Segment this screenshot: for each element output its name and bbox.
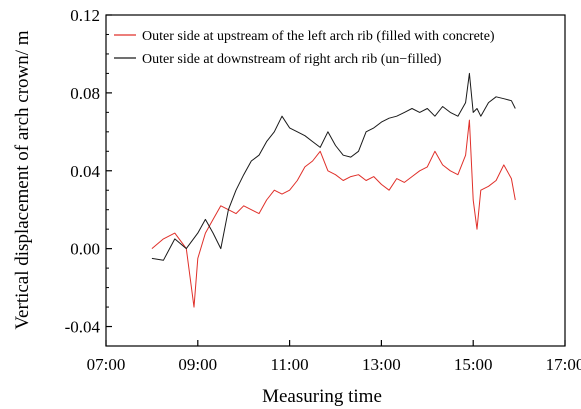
x-axis-label: Measuring time — [262, 386, 382, 407]
x-tick-label: 11:00 — [271, 355, 309, 374]
y-tick-label: 0.08 — [70, 84, 100, 103]
series-line-1 — [152, 120, 515, 307]
legend-label-1: Outer side at upstream of the left arch … — [142, 29, 495, 44]
series-group — [152, 73, 515, 307]
y-tick-label: 0.00 — [70, 240, 100, 259]
y-axis-label: Vertical displacement of arch crown/ m — [12, 30, 33, 329]
y-tick-label: 0.04 — [70, 162, 100, 181]
x-tick-label: 17:00 — [546, 355, 581, 374]
legend: Outer side at upstream of the left arch … — [114, 29, 495, 67]
x-tick-label: 15:00 — [454, 355, 493, 374]
x-tick-label: 13:00 — [362, 355, 401, 374]
y-tick-label: 0.12 — [70, 6, 100, 25]
y-tick-label: -0.04 — [65, 318, 101, 337]
x-tick-label: 09:00 — [178, 355, 217, 374]
legend-label-2: Outer side at downstream of right arch r… — [142, 52, 442, 67]
x-tick-label: 07:00 — [87, 355, 126, 374]
